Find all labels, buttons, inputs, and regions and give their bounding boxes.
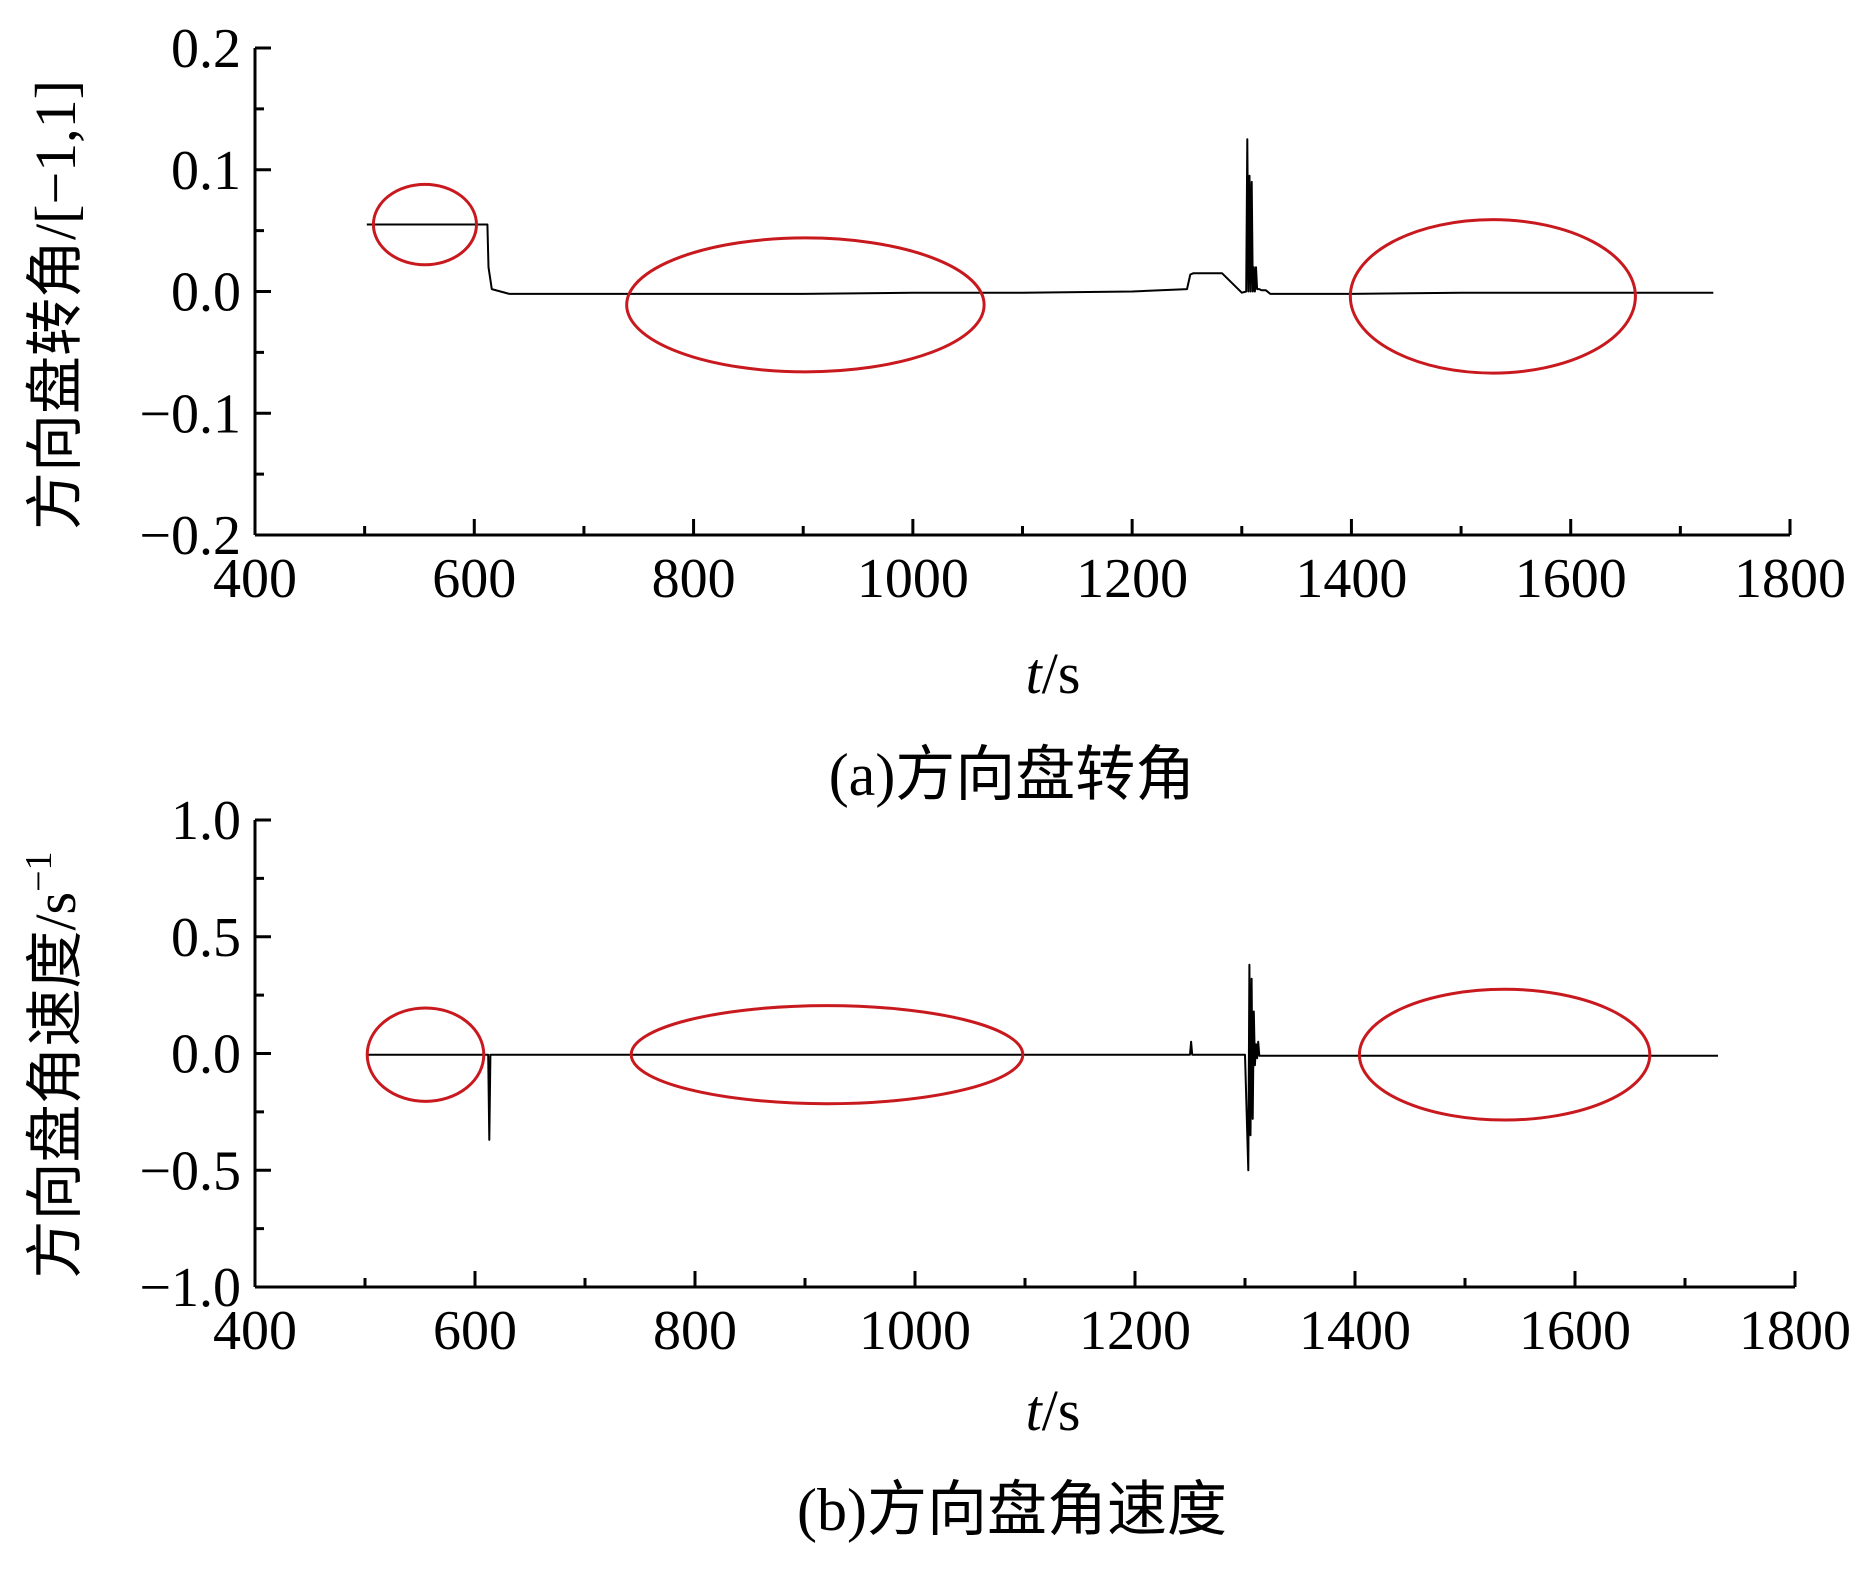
y-axis-title-a: 方向盘转角/[−1,1] [23, 80, 88, 530]
highlight-ellipse [625, 236, 986, 374]
x-tick-label: 1000 [859, 1300, 971, 1362]
y-tick-label: 0.0 [171, 1024, 241, 1086]
x-tick-labels-a: 400 600 800 1000 1200 1400 1600 1800 [213, 548, 1846, 610]
plot-area-a [366, 138, 1714, 295]
y-tick-label: 0.2 [171, 18, 241, 80]
x-tick-label: 1400 [1299, 1300, 1411, 1362]
x-tick-label: 1000 [857, 548, 969, 610]
y-tick-label: −0.2 [139, 505, 241, 567]
axes-frame-a [253, 48, 1790, 537]
y-tick-labels-b: 1.0 0.5 0.0 −0.5 −1.0 [139, 790, 241, 1319]
ticks-a [253, 46, 1792, 537]
highlight-ellipse [371, 182, 478, 267]
y-tick-label: −0.5 [139, 1140, 241, 1202]
y-tick-label: −0.1 [139, 383, 241, 445]
x-tick-label: 600 [432, 548, 516, 610]
x-tick-labels-b: 400 600 800 1000 1200 1400 1600 1800 [213, 1300, 1851, 1362]
x-tick-label: 800 [652, 548, 736, 610]
chart-steering-angle: 400 600 800 1000 1200 1400 1600 1800 0.2 0.1 0.0 −… [23, 18, 1846, 808]
x-tick-label: 1200 [1076, 548, 1188, 610]
x-axis-title-a: t/s [1026, 641, 1081, 706]
x-tick-label: 600 [433, 1300, 517, 1362]
x-tick-label: 1800 [1739, 1300, 1851, 1362]
highlight-ellipses-a [371, 182, 1637, 375]
caption-b: (b)方向盘角速度 [797, 1477, 1227, 1543]
highlight-ellipse [365, 1006, 486, 1103]
x-tick-label: 400 [213, 548, 297, 610]
chart-steering-angular-velocity: 400 600 800 1000 1200 1400 1600 1800 1.0 0.5 0.0 −… [18, 790, 1851, 1543]
y-tick-labels-a: 0.2 0.1 0.0 −0.1 −0.2 [139, 18, 241, 567]
y-tick-label: 1.0 [171, 790, 241, 852]
x-tick-label: 1600 [1519, 1300, 1631, 1362]
plot-area-b [367, 963, 1718, 1172]
x-tick-label: 400 [213, 1300, 297, 1362]
x-axis-title-b: t/s [1026, 1378, 1081, 1443]
axes-frame-b [253, 820, 1795, 1289]
highlight-ellipse [629, 1004, 1025, 1106]
x-tick-label: 1200 [1079, 1300, 1191, 1362]
highlight-ellipse [1357, 987, 1652, 1122]
highlight-ellipses-b [365, 987, 1652, 1122]
series-line [367, 963, 1718, 1172]
y-axis-title-b: 方向盘角速度/s−1 [18, 851, 88, 1278]
ticks-b [253, 818, 1797, 1289]
highlight-ellipse [1348, 218, 1637, 375]
y-tick-label: 0.0 [171, 262, 241, 324]
x-tick-label: 1800 [1734, 548, 1846, 610]
series-line [366, 138, 1714, 295]
y-tick-label: 0.5 [171, 907, 241, 969]
y-tick-label: −1.0 [139, 1257, 241, 1319]
caption-a: (a)方向盘转角 [829, 742, 1196, 808]
x-tick-label: 800 [653, 1300, 737, 1362]
x-tick-label: 1400 [1295, 548, 1407, 610]
y-tick-label: 0.1 [171, 140, 241, 202]
x-tick-label: 1600 [1515, 548, 1627, 610]
